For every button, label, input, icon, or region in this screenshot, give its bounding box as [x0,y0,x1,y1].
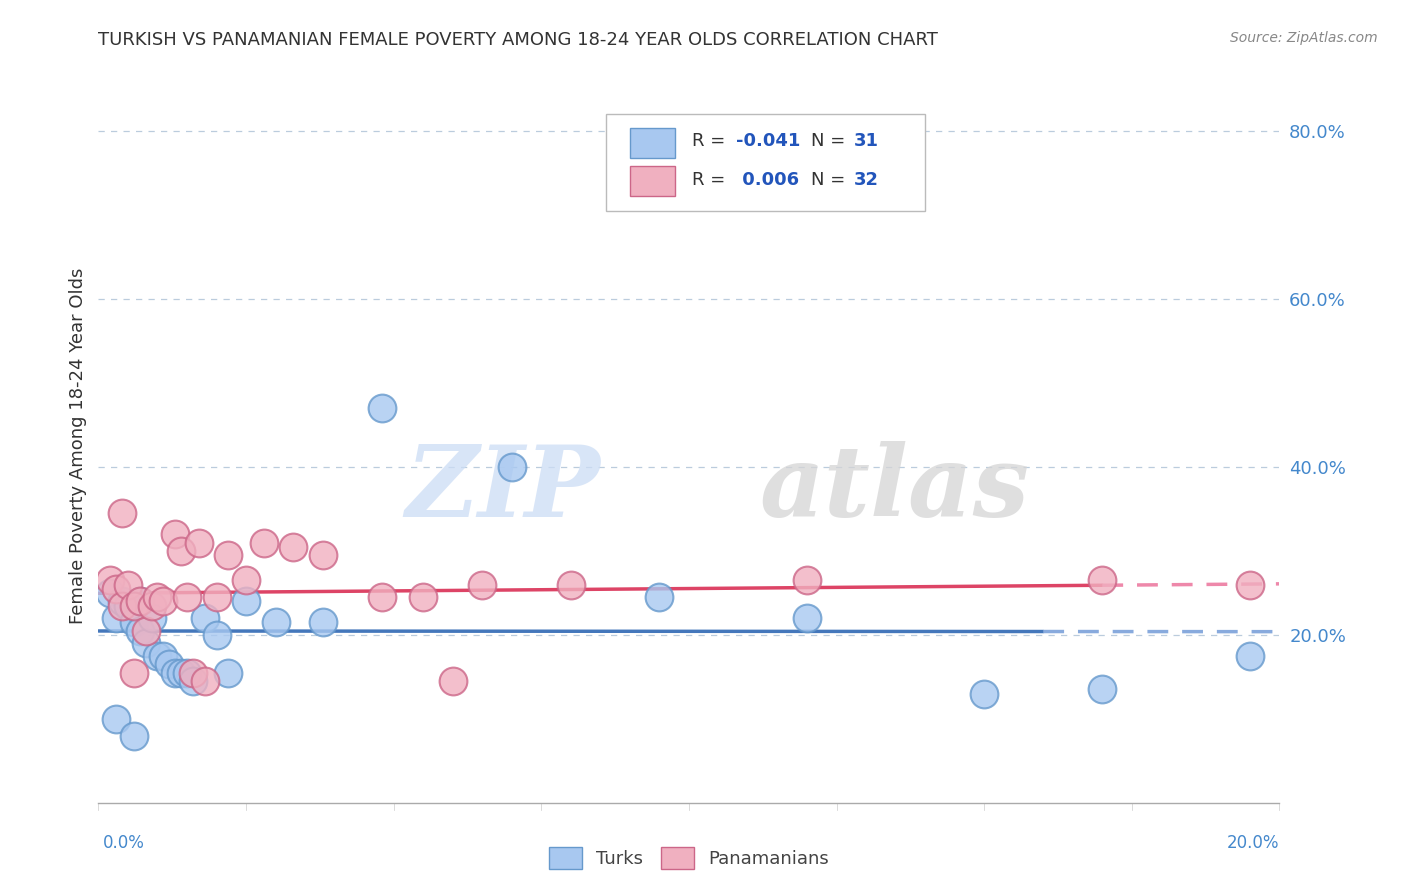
Point [157,657,180,672]
Point [560,577,582,591]
Point [194,611,217,625]
Point [1239,648,1261,663]
Point [312,548,335,562]
Point [176,665,198,680]
Text: ZIP: ZIP [405,441,600,537]
Point [412,590,434,604]
Point [973,687,995,701]
Point [128,594,150,608]
Point [1091,682,1114,697]
Point [1239,577,1261,591]
Point [152,594,174,608]
Point [312,615,335,630]
Point [371,590,394,604]
Point [122,599,145,613]
Point [111,594,134,608]
Point [283,540,305,554]
Point [105,582,128,596]
Point [648,590,671,604]
Text: 0.0%: 0.0% [103,834,145,852]
Point [165,665,187,680]
Point [117,599,139,613]
Point [111,599,134,613]
Point [105,712,128,726]
Point [122,665,145,680]
Legend: Turks, Panamanians: Turks, Panamanians [541,839,837,876]
Point [141,599,163,613]
Text: Source: ZipAtlas.com: Source: ZipAtlas.com [1230,31,1378,45]
Point [205,590,228,604]
Point [796,611,818,625]
Point [170,544,193,558]
Point [146,648,169,663]
Text: -0.041: -0.041 [737,132,800,150]
Point [170,665,193,680]
Bar [630,128,675,159]
Point [135,624,157,638]
Point [146,590,169,604]
Point [122,729,145,743]
Point [187,535,209,549]
Point [122,615,145,630]
Point [128,624,150,638]
Text: 31: 31 [855,132,879,150]
Bar [630,166,675,196]
Text: 20.0%: 20.0% [1227,834,1279,852]
Point [235,574,257,588]
Point [235,594,257,608]
Point [217,665,239,680]
Point [796,574,818,588]
Y-axis label: Female Poverty Among 18-24 Year Olds: Female Poverty Among 18-24 Year Olds [69,268,87,624]
Text: TURKISH VS PANAMANIAN FEMALE POVERTY AMONG 18-24 YEAR OLDS CORRELATION CHART: TURKISH VS PANAMANIAN FEMALE POVERTY AMO… [98,31,938,49]
Point [1091,574,1114,588]
Text: 0.006: 0.006 [737,171,799,189]
Point [253,535,276,549]
Point [141,611,163,625]
Point [471,577,494,591]
Point [98,574,121,588]
Point [152,648,174,663]
Point [441,674,464,689]
Point [98,586,121,600]
Point [105,611,128,625]
Point [371,401,394,416]
Point [181,665,204,680]
Point [194,674,217,689]
Text: 32: 32 [855,171,879,189]
Point [128,594,150,608]
Point [111,506,134,520]
Text: N =: N = [811,171,851,189]
Point [264,615,287,630]
Text: atlas: atlas [759,441,1029,537]
Point [217,548,239,562]
Point [165,527,187,541]
FancyBboxPatch shape [606,114,925,211]
Text: R =: R = [693,132,731,150]
Point [117,577,139,591]
Point [501,460,523,475]
Text: R =: R = [693,171,731,189]
Point [181,674,204,689]
Text: N =: N = [811,132,851,150]
Point [205,628,228,642]
Point [135,636,157,650]
Point [176,590,198,604]
